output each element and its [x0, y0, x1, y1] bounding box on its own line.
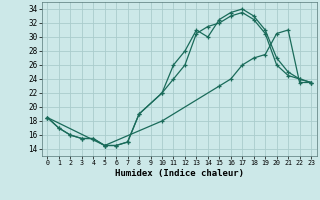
- X-axis label: Humidex (Indice chaleur): Humidex (Indice chaleur): [115, 169, 244, 178]
